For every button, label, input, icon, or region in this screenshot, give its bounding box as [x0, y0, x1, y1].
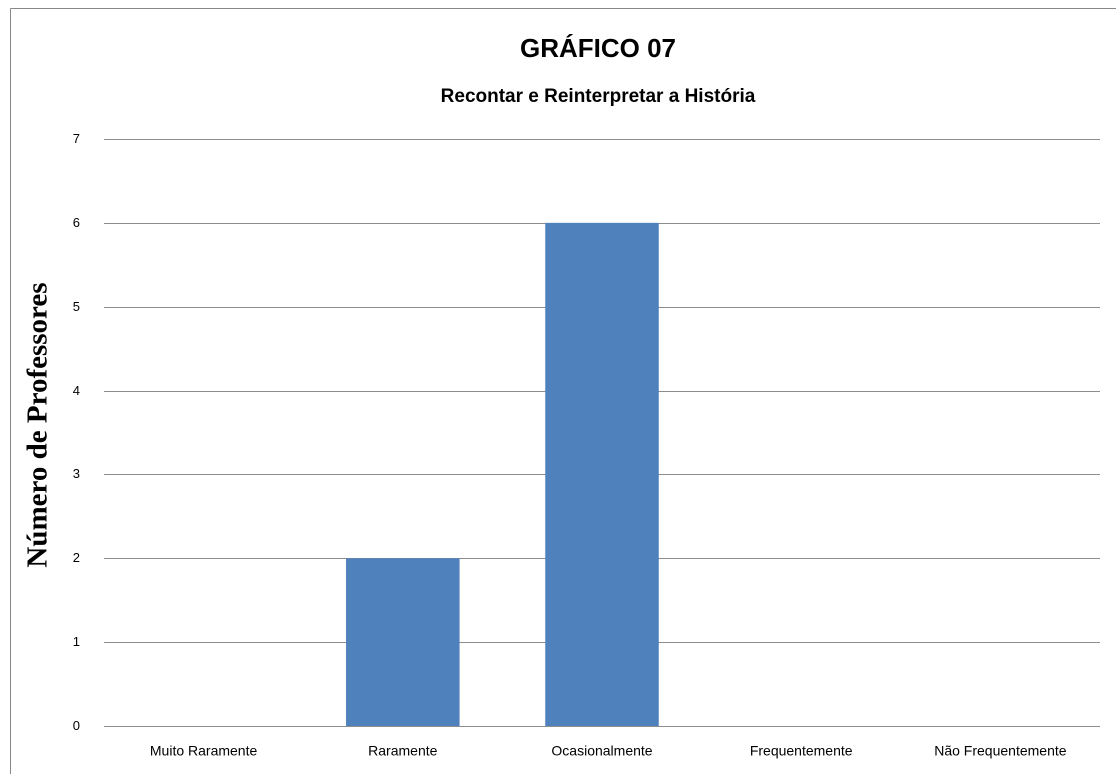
- y-tick-label: 3: [73, 466, 80, 481]
- x-tick-label: Ocasionalmente: [551, 743, 652, 759]
- y-tick-label: 4: [73, 383, 80, 398]
- x-tick-label: Frequentemente: [750, 743, 853, 759]
- y-tick-label: 7: [73, 131, 80, 146]
- x-tick-label: Raramente: [368, 743, 437, 759]
- y-tick-label: 0: [73, 718, 80, 733]
- y-tick-label: 5: [73, 299, 80, 314]
- x-tick-label: Não Frequentemente: [934, 743, 1067, 759]
- bar: [346, 558, 460, 726]
- y-tick-label: 1: [73, 634, 80, 649]
- y-tick-label: 2: [73, 550, 80, 565]
- y-tick-label: 6: [73, 215, 80, 230]
- x-tick-label: Muito Raramente: [150, 743, 258, 759]
- chart-title: GRÁFICO 07: [520, 33, 676, 63]
- bar: [545, 222, 659, 726]
- chart-subtitle: Recontar e Reinterpretar a História: [441, 86, 756, 107]
- y-axis-label: Número de Professores: [22, 282, 54, 567]
